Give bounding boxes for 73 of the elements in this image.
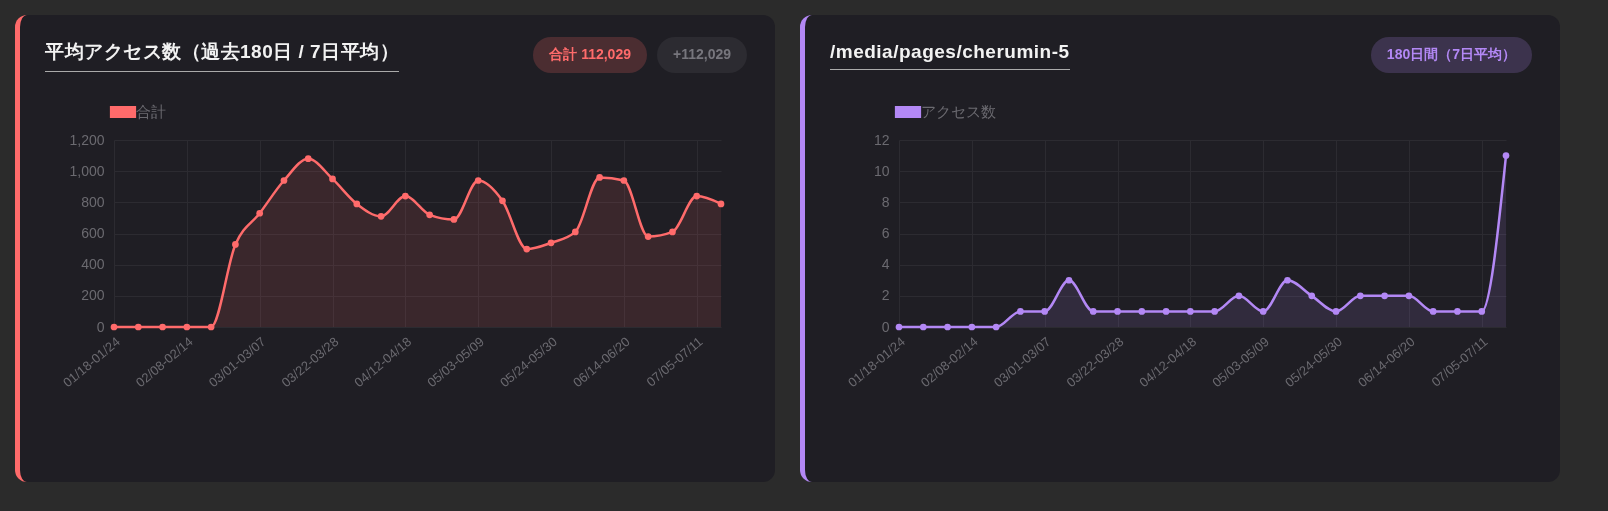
- point: [547, 239, 555, 247]
- point: [1138, 308, 1146, 315]
- point: [304, 155, 312, 163]
- y-tick-label: 12: [873, 131, 890, 148]
- y-tick-label: 1,200: [69, 131, 105, 148]
- point: [1211, 308, 1218, 315]
- y-tick-label: 600: [81, 225, 105, 241]
- y-tick-label: 10: [873, 162, 890, 179]
- point: [377, 213, 385, 220]
- point: [669, 228, 676, 236]
- chart-title: 平均アクセス数（過去180日 / 7日平均）: [45, 38, 400, 72]
- y-tick-label: 1,000: [69, 162, 105, 179]
- legend-label: アクセス数: [921, 103, 996, 120]
- point: [1308, 292, 1316, 300]
- point: [1502, 152, 1510, 159]
- y-tick-label: 6: [881, 225, 890, 241]
- point: [1405, 292, 1413, 300]
- point: [207, 323, 215, 331]
- point: [1065, 276, 1073, 284]
- point: [280, 177, 288, 184]
- point: [402, 192, 409, 200]
- y-tick-label: 8: [881, 193, 890, 210]
- point: [110, 323, 118, 331]
- text: 180日間（7日平均）: [1370, 37, 1532, 73]
- point: [329, 175, 336, 183]
- point: [134, 323, 142, 331]
- point: [232, 241, 239, 248]
- point: [426, 211, 433, 219]
- point: [159, 323, 166, 331]
- point: [968, 323, 976, 331]
- point: [353, 200, 361, 208]
- point: [1478, 308, 1486, 315]
- point: [644, 233, 652, 240]
- y-tick-label: 400: [81, 256, 105, 273]
- y-tick-label: 2: [881, 287, 890, 304]
- y-tick-label: 0: [96, 318, 105, 335]
- point: [1187, 308, 1194, 315]
- point: [1259, 308, 1267, 315]
- legend-label: 合計: [136, 103, 166, 120]
- point: [919, 323, 927, 331]
- point: [1235, 292, 1243, 300]
- text: +112,029: [656, 37, 747, 73]
- point: [717, 200, 725, 208]
- point: [474, 177, 482, 184]
- point: [499, 197, 506, 205]
- point: [183, 323, 191, 331]
- point: [944, 323, 951, 331]
- point: [1454, 308, 1461, 315]
- point: [1332, 308, 1340, 315]
- point: [596, 174, 603, 181]
- point: [895, 323, 903, 331]
- point: [1017, 308, 1024, 315]
- point: [450, 216, 458, 223]
- y-tick-label: 0: [881, 318, 890, 335]
- point: [1089, 308, 1097, 315]
- point: [1114, 308, 1121, 315]
- point: [620, 177, 628, 184]
- point: [256, 209, 264, 217]
- text: 合計 112,029: [533, 37, 647, 73]
- y-tick-label: 800: [81, 193, 105, 210]
- point: [1429, 308, 1437, 315]
- y-tick-label: 200: [81, 287, 105, 304]
- point: [1356, 292, 1364, 300]
- point: [693, 192, 701, 200]
- point: [523, 245, 531, 253]
- chart-title: /media/pages/cherumin-5: [830, 40, 1070, 70]
- point: [1041, 308, 1049, 315]
- point: [1284, 276, 1291, 284]
- point: [992, 323, 1000, 331]
- point: [1381, 292, 1388, 300]
- point: [571, 228, 579, 236]
- point: [1162, 308, 1170, 315]
- y-tick-label: 4: [881, 256, 890, 273]
